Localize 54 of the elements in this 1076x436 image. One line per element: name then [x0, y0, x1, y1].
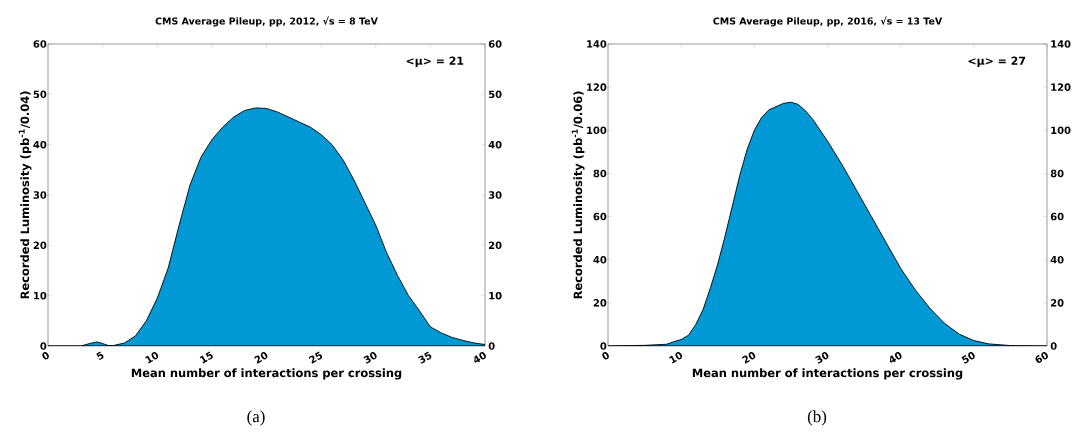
y2-tick-label: 80: [1050, 169, 1064, 178]
y-tick-label: 80: [593, 169, 607, 178]
x-tick-label: 50: [961, 352, 975, 364]
y-tick-label: 60: [593, 212, 607, 221]
y-tick-label: 120: [587, 83, 607, 91]
y-tick-label: 50: [33, 90, 47, 99]
x-axis-title: Mean number of interactions per crossing: [131, 368, 402, 380]
text: (b): [807, 410, 827, 426]
y-tick-label: 20: [593, 299, 607, 307]
y2-tick-label: 20: [488, 241, 502, 250]
y-tick-label: 0: [40, 342, 47, 350]
x-tick-label: 5: [96, 351, 104, 360]
y-axis-title: Recorded Luminosity (pb$^{-1}$/0.04): [18, 91, 32, 299]
x-tick-label: 40: [890, 352, 902, 363]
y2-tick-label: 140: [1051, 40, 1071, 48]
y-tick-label: 60: [33, 40, 47, 48]
x-tick-label: 10: [669, 352, 683, 364]
y-tick-label: 20: [33, 241, 47, 250]
y2-tick-label: 40: [488, 140, 502, 149]
x-tick-label: 30: [815, 352, 829, 364]
x-tick-label: 40: [474, 352, 486, 363]
y2-tick-label: 0: [488, 342, 495, 350]
x-tick-label: 20: [741, 352, 756, 364]
y2-tick-label: 100: [1051, 126, 1071, 135]
y-tick-label: 30: [33, 191, 47, 199]
text: (a): [247, 410, 265, 426]
y-tick-label: 140: [587, 40, 607, 48]
chart-title: CMS Average Pileup, pp, 2016, √s = 13 TeV: [713, 16, 943, 27]
y-tick-label: 40: [33, 140, 47, 149]
chart-title: CMS Average Pileup, pp, 2012, √s = 8 TeV: [155, 16, 378, 27]
x-tick-label: 10: [145, 352, 159, 364]
x-tick-label: 30: [363, 352, 377, 364]
y-tick-label: 100: [587, 126, 607, 135]
y2-tick-label: 20: [1050, 299, 1064, 307]
y2-tick-label: 60: [1050, 212, 1064, 221]
y-axis-title: Recorded Luminosity (pb$^{-1}$/0.06): [571, 91, 585, 299]
annotation: <μ> = 27: [968, 56, 1026, 67]
y2-tick-label: 60: [488, 40, 502, 48]
x-tick-label: 60: [1035, 352, 1048, 363]
y-tick-label: 10: [34, 291, 47, 300]
y-tick-label: 0: [600, 342, 607, 350]
annotation: <μ> = 21: [406, 56, 464, 67]
y2-tick-label: 40: [1050, 255, 1064, 264]
y2-tick-label: 50: [488, 90, 502, 99]
y2-tick-label: 0: [1050, 342, 1057, 350]
x-tick-label: 15: [199, 351, 213, 364]
y-tick-label: 40: [593, 255, 607, 264]
x-tick-label: 35: [418, 351, 432, 364]
y2-tick-label: 30: [488, 191, 502, 199]
x-tick-label: 25: [308, 351, 323, 364]
y2-tick-label: 120: [1051, 83, 1071, 91]
x-axis-title: Mean number of interactions per crossing: [692, 368, 963, 380]
y2-tick-label: 10: [489, 291, 502, 300]
x-tick-label: 20: [254, 352, 268, 364]
